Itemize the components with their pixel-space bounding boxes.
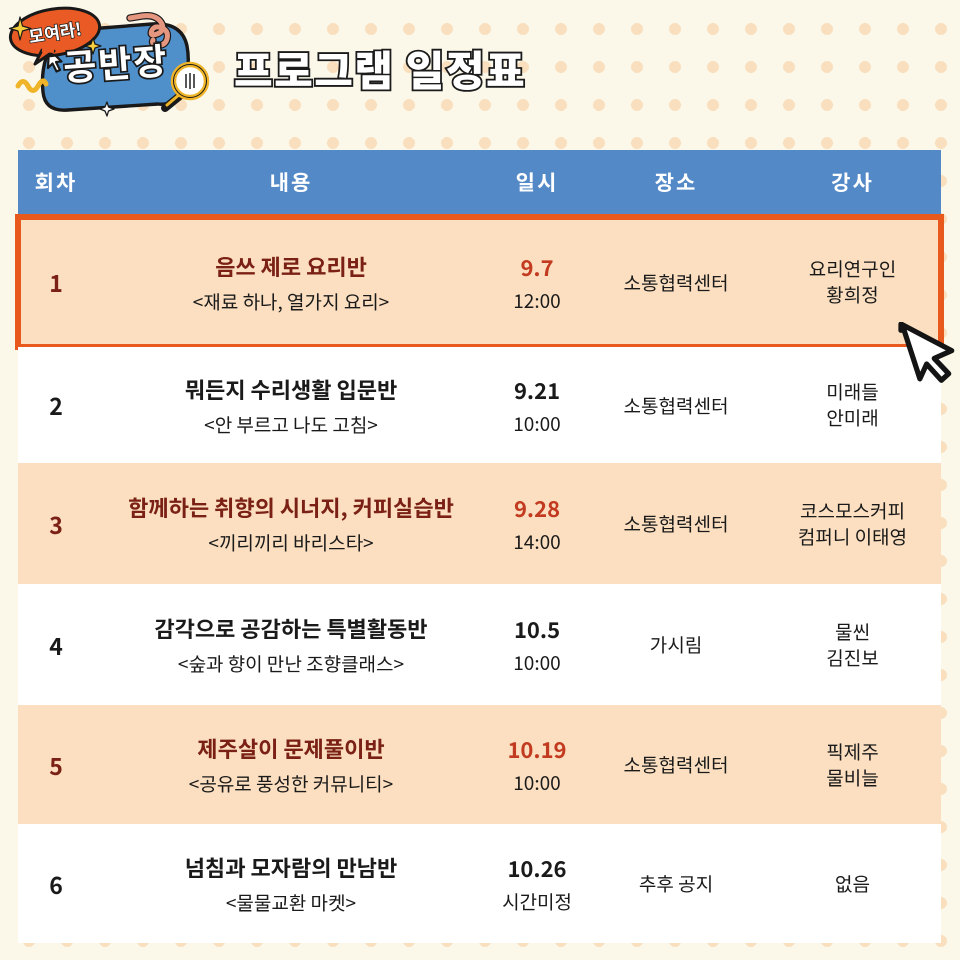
svg-text:공반장: 공반장 — [61, 32, 170, 91]
